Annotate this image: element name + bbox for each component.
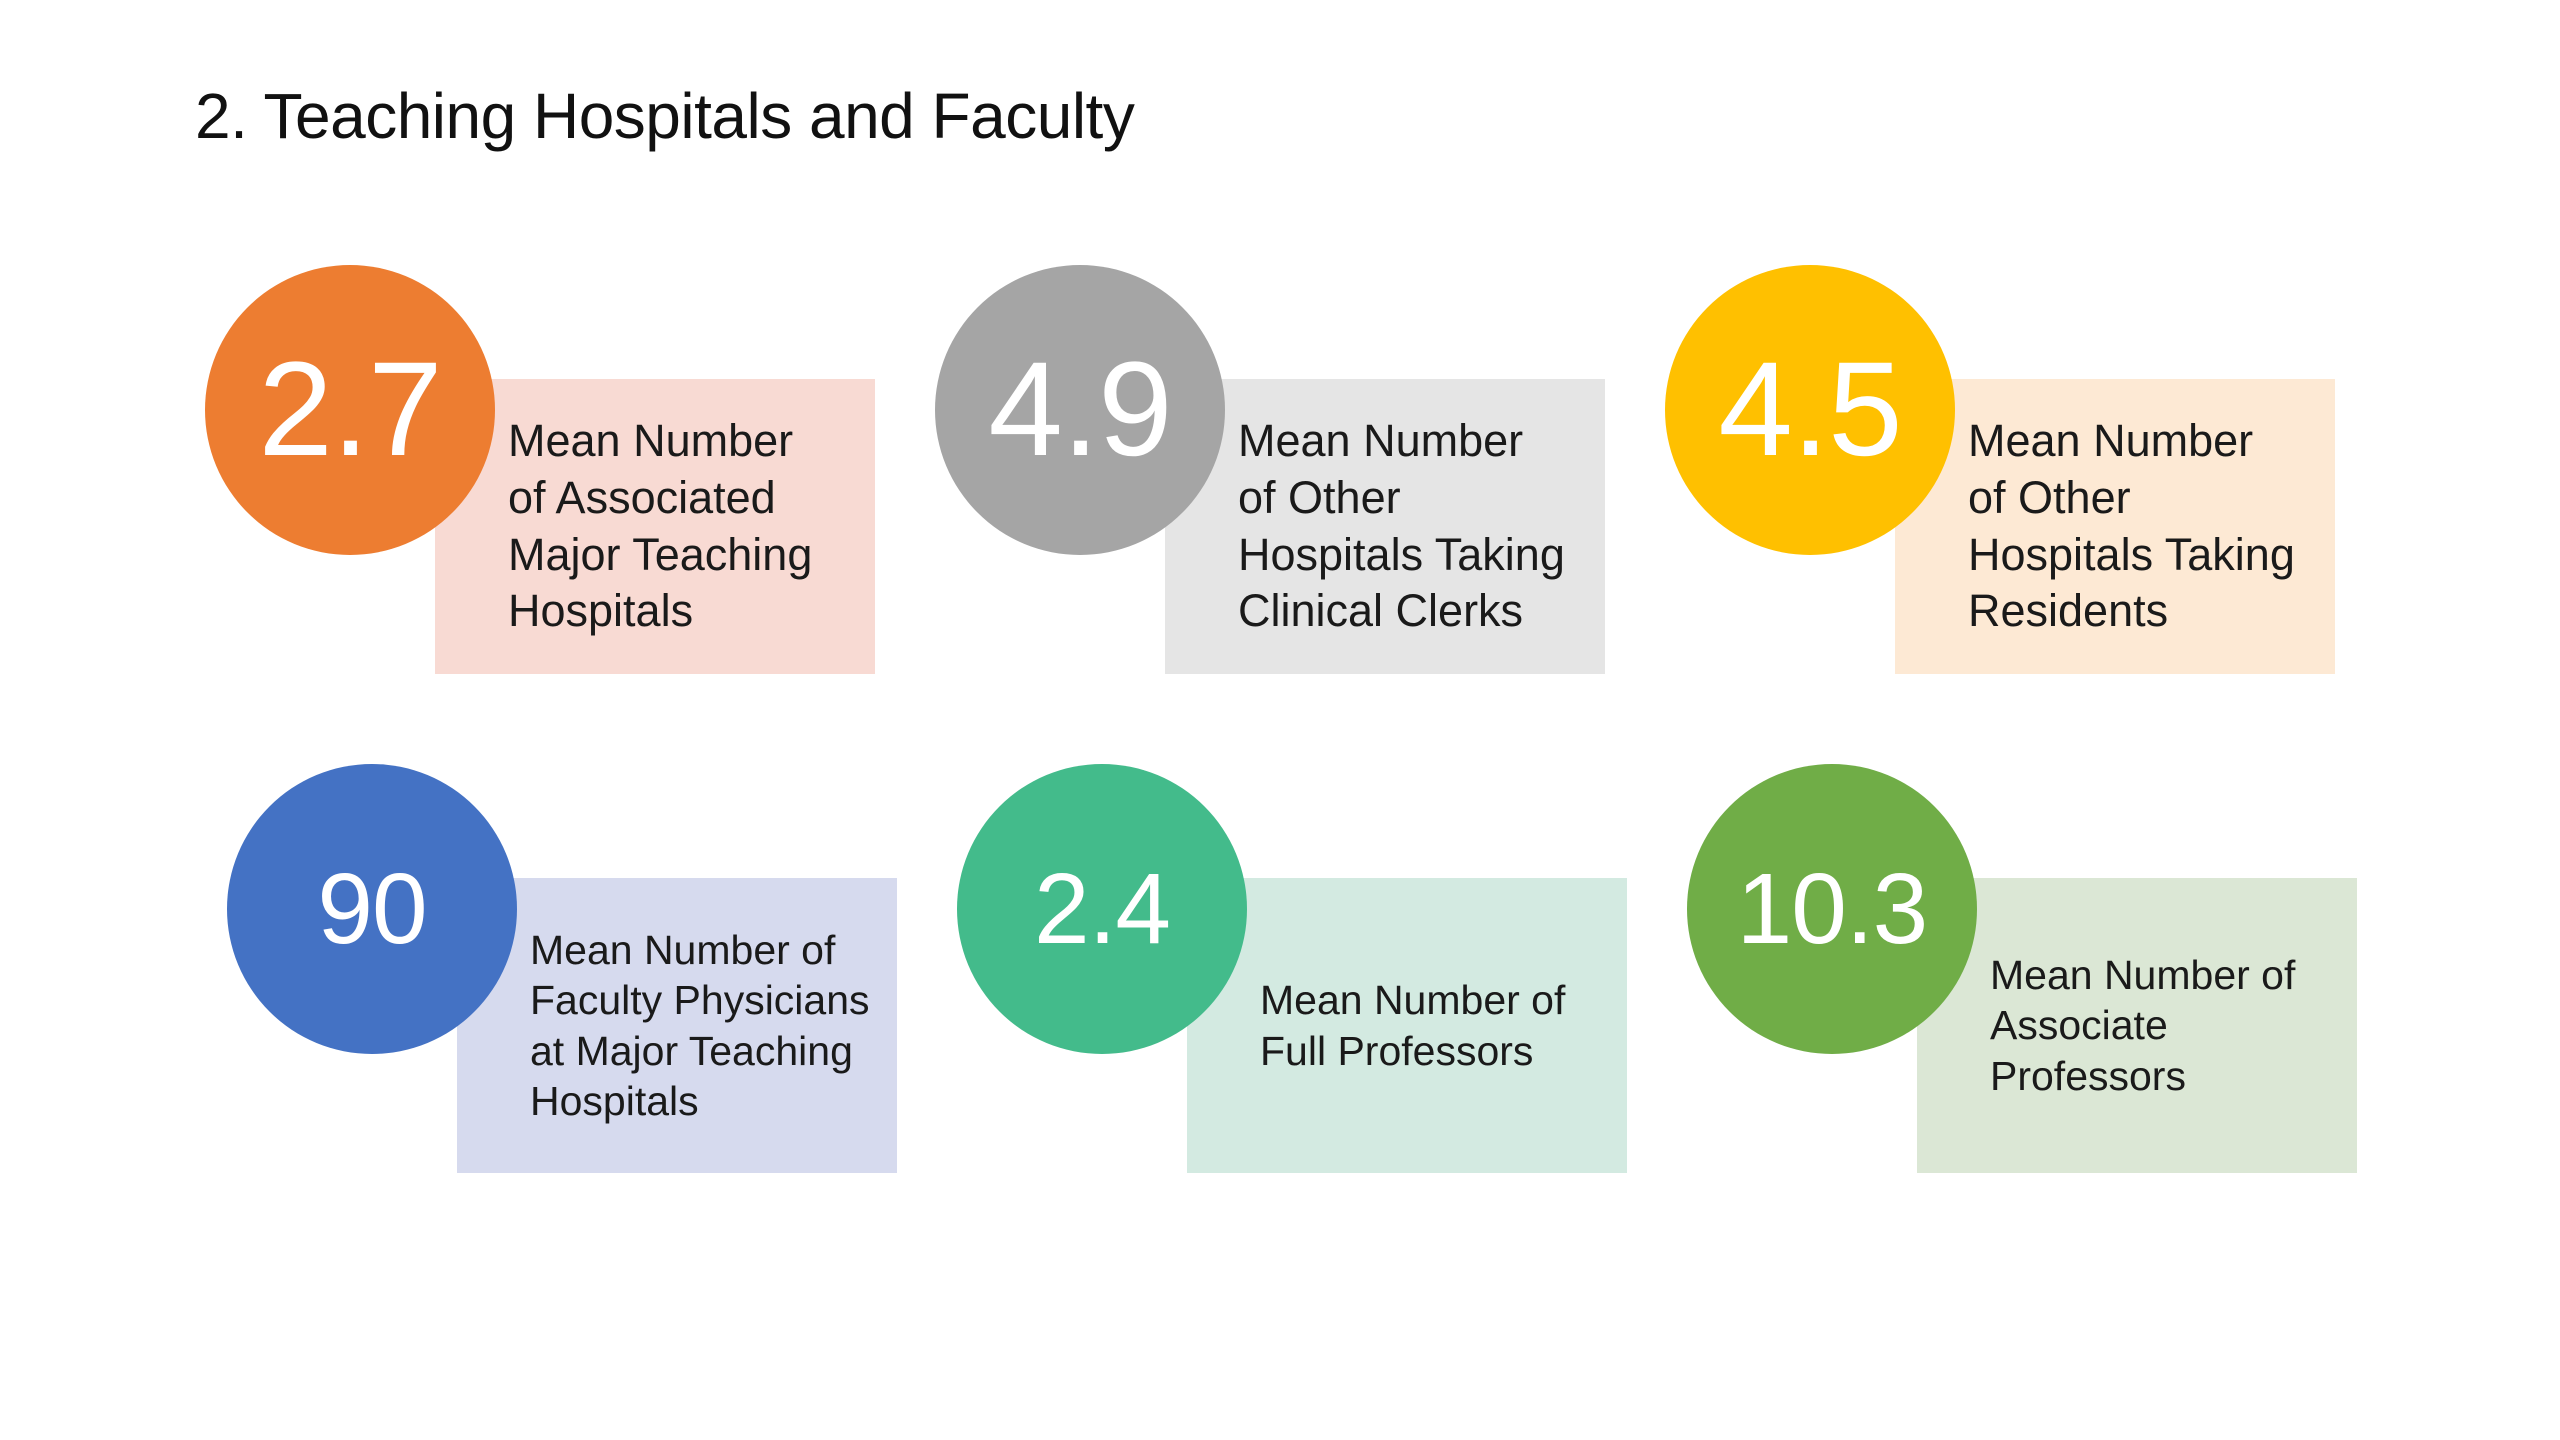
stat-label-box: Mean Number of Full Professors (1187, 878, 1627, 1173)
stat-value: 90 (317, 853, 427, 965)
stat-card-faculty-physicians: Mean Number of Faculty Physicians at Maj… (227, 764, 907, 1184)
stat-value: 2.4 (1033, 853, 1171, 965)
stat-label-box: Mean Number of Other Hospitals Taking Re… (1895, 379, 2335, 674)
stat-circle: 90 (227, 764, 517, 1054)
stat-label-box: Mean Number of Associated Major Teaching… (435, 379, 875, 674)
stat-circle: 2.7 (205, 265, 495, 555)
stat-label-box: Mean Number of Other Hospitals Taking Cl… (1165, 379, 1605, 674)
stat-value: 4.5 (1718, 335, 1902, 484)
stat-label: Mean Number of Other Hospitals Taking Re… (1968, 415, 2295, 637)
stat-label: Mean Number of Other Hospitals Taking Cl… (1238, 415, 1565, 637)
stat-card-full-professors: Mean Number of Full Professors 2.4 (957, 764, 1637, 1184)
stat-circle: 4.9 (935, 265, 1225, 555)
stat-label: Mean Number of Full Professors (1260, 977, 1566, 1074)
stat-label: Mean Number of Faculty Physicians at Maj… (530, 926, 870, 1124)
stat-circle: 4.5 (1665, 265, 1955, 555)
stat-value: 10.3 (1736, 853, 1929, 965)
stat-card-other-hospitals-residents: Mean Number of Other Hospitals Taking Re… (1665, 265, 2345, 685)
stat-card-associate-professors: Mean Number of Associate Professors 10.3 (1687, 764, 2367, 1184)
stat-circle: 2.4 (957, 764, 1247, 1054)
stat-value: 4.9 (988, 335, 1172, 484)
stat-circle: 10.3 (1687, 764, 1977, 1054)
stat-label: Mean Number of Associated Major Teaching… (508, 415, 813, 637)
stat-value: 2.7 (258, 335, 442, 484)
stat-label: Mean Number of Associate Professors (1990, 951, 2296, 1099)
stat-label-box: Mean Number of Associate Professors (1917, 878, 2357, 1173)
stat-card-other-hospitals-clinical-clerks: Mean Number of Other Hospitals Taking Cl… (935, 265, 1615, 685)
stat-label-box: Mean Number of Faculty Physicians at Maj… (457, 878, 897, 1173)
stat-card-associated-major-teaching-hospitals: Mean Number of Associated Major Teaching… (205, 265, 885, 685)
slide-title: 2. Teaching Hospitals and Faculty (195, 80, 1135, 152)
